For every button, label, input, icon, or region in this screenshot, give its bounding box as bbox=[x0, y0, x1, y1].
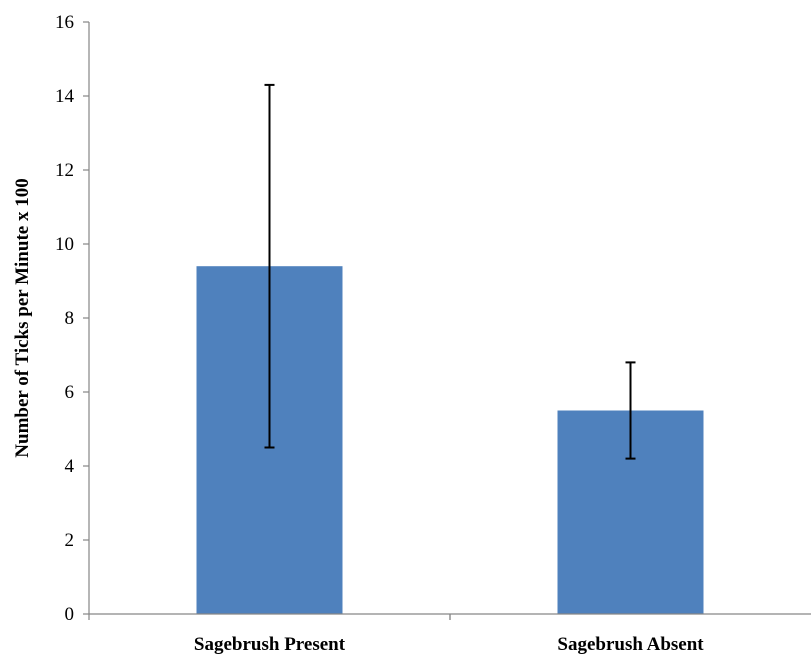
y-tick-label: 16 bbox=[55, 12, 74, 33]
y-tick-label: 6 bbox=[65, 382, 75, 403]
y-axis-tick-labels: 0 2 4 6 8 10 12 14 16 bbox=[55, 12, 75, 625]
y-tick-label: 14 bbox=[55, 86, 75, 107]
y-tick-label: 8 bbox=[65, 308, 75, 329]
bars bbox=[196, 266, 704, 614]
y-tick-label: 12 bbox=[55, 160, 74, 181]
y-axis-ticks bbox=[83, 21, 89, 615]
y-axis-title: Number of Ticks per Minute x 100 bbox=[12, 178, 33, 457]
x-axis-category-labels: Sagebrush Present Sagebrush Absent bbox=[194, 634, 704, 655]
y-tick-label: 4 bbox=[65, 456, 75, 477]
y-tick-label: 10 bbox=[55, 234, 74, 255]
y-tick-label: 2 bbox=[65, 530, 75, 551]
error-bars bbox=[264, 83, 636, 460]
x-axis-ticks bbox=[88, 614, 451, 620]
x-category-label: Sagebrush Absent bbox=[557, 634, 704, 655]
x-category-label: Sagebrush Present bbox=[194, 634, 346, 655]
y-tick-label: 0 bbox=[65, 604, 75, 625]
